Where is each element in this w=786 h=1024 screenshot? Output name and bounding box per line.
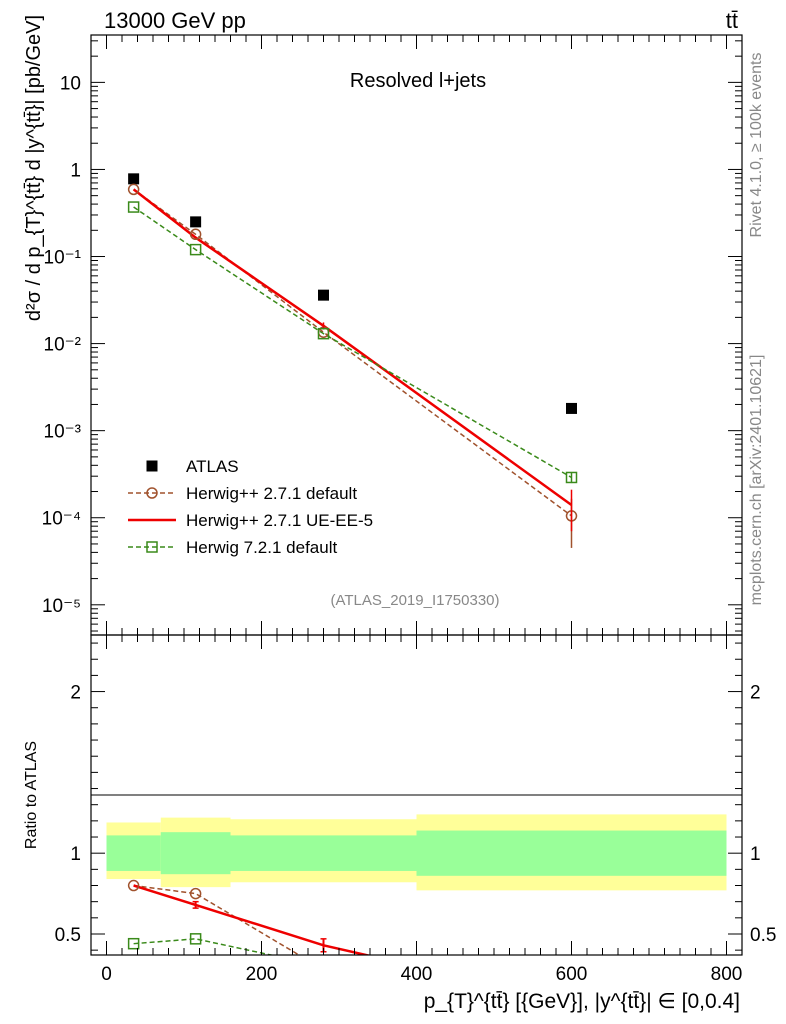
ratio-series-markers — [127, 879, 327, 953]
data-point — [189, 243, 202, 256]
inner-band — [106, 835, 161, 871]
inner-band — [230, 835, 417, 871]
y-tick-label: 10 — [60, 73, 81, 94]
data-point — [127, 201, 140, 213]
x-tick-label: 800 — [711, 964, 743, 985]
ratio-ticks: 2 2 1 1 0.5 0.5 0 200 400 600 800 — [55, 635, 776, 985]
main-series-lines — [132, 188, 573, 517]
y-tick-label: 10⁻² — [44, 335, 82, 356]
data-point — [189, 887, 202, 900]
legend-label: ATLAS — [186, 457, 239, 476]
legend-label: Herwig 7.2.1 default — [186, 538, 337, 557]
data-point — [189, 933, 202, 945]
ratio-series-line — [133, 938, 275, 955]
main-ticks: 10 1 10⁻¹ 10⁻² 10⁻³ 10⁻⁴ 10⁻⁵ — [42, 35, 742, 635]
ratio-y-tick-label: 1 — [70, 844, 81, 865]
ratio-series-lines — [133, 884, 372, 955]
data-point — [190, 216, 202, 228]
main-y-axis-label: d²σ / d p_{T}^{tt̄} d |y^{tt̄}| [pb/GeV] — [23, 15, 45, 321]
x-tick-label: 0 — [101, 964, 112, 985]
ratio-series-line — [133, 884, 372, 955]
mcplots-label: mcplots.cern.ch [arXiv:2401.10621] — [748, 355, 765, 606]
main-series-markers — [127, 173, 578, 548]
process-label: tt̄ — [726, 8, 738, 33]
data-point — [566, 402, 577, 414]
legend-label: Herwig++ 2.7.1 default — [186, 484, 357, 503]
y-tick-label: 1 — [70, 160, 81, 181]
ratio-uncertainty-bands — [106, 814, 727, 891]
legend-label: Herwig++ 2.7.1 UE-EE-5 — [186, 511, 373, 530]
data-point — [127, 937, 140, 950]
series-line — [133, 206, 572, 479]
ratio-y-tick-label-right: 2 — [750, 683, 761, 704]
energy-label: 13000 GeV pp — [104, 8, 246, 33]
x-tick-label: 600 — [556, 964, 588, 985]
data-point — [317, 327, 330, 340]
data-point — [146, 487, 158, 499]
series-line — [132, 188, 573, 507]
ratio-y-axis-label: Ratio to ATLAS — [23, 741, 40, 849]
y-tick-label: 10⁻⁵ — [42, 596, 81, 617]
ratio-y-tick-label: 2 — [70, 683, 81, 704]
ratio-y-tick-label: 0.5 — [55, 925, 81, 946]
data-point — [318, 289, 329, 301]
legend: ATLAS Herwig++ 2.7.1 default Herwig++ 2.7.… — [128, 457, 373, 557]
data-point — [127, 879, 140, 892]
x-tick-label: 200 — [246, 964, 278, 985]
data-point — [565, 471, 578, 484]
ratio-series-line — [133, 884, 301, 955]
data-point — [146, 460, 158, 472]
rivet-version-label: Rivet 4.1.0, ≥ 100k events — [748, 53, 765, 238]
y-tick-label: 10⁻¹ — [44, 248, 82, 269]
ratio-panel: 2 2 1 1 0.5 0.5 0 200 400 600 800 Ratio to ATLAS p… — [23, 634, 776, 1013]
ratio-y-tick-label-right: 1 — [750, 844, 761, 865]
inner-band — [160, 832, 231, 875]
data-point — [146, 541, 158, 553]
x-axis-label: p_{T}^{tt̄} [{GeV}], |y^{tt̄}| ∈ [0,0.4] — [424, 990, 740, 1013]
chart-title: Resolved l+jets — [350, 70, 486, 92]
data-point — [127, 183, 140, 196]
ratio-y-tick-label-right: 0.5 — [750, 925, 776, 946]
data-point — [128, 173, 140, 185]
analysis-id: (ATLAS_2019_I1750330) — [330, 592, 499, 609]
inner-band — [416, 830, 727, 876]
x-tick-label: 400 — [401, 964, 433, 985]
data-point — [189, 228, 202, 241]
y-tick-label: 10⁻⁴ — [42, 509, 81, 530]
y-tick-label: 10⁻³ — [44, 422, 82, 443]
